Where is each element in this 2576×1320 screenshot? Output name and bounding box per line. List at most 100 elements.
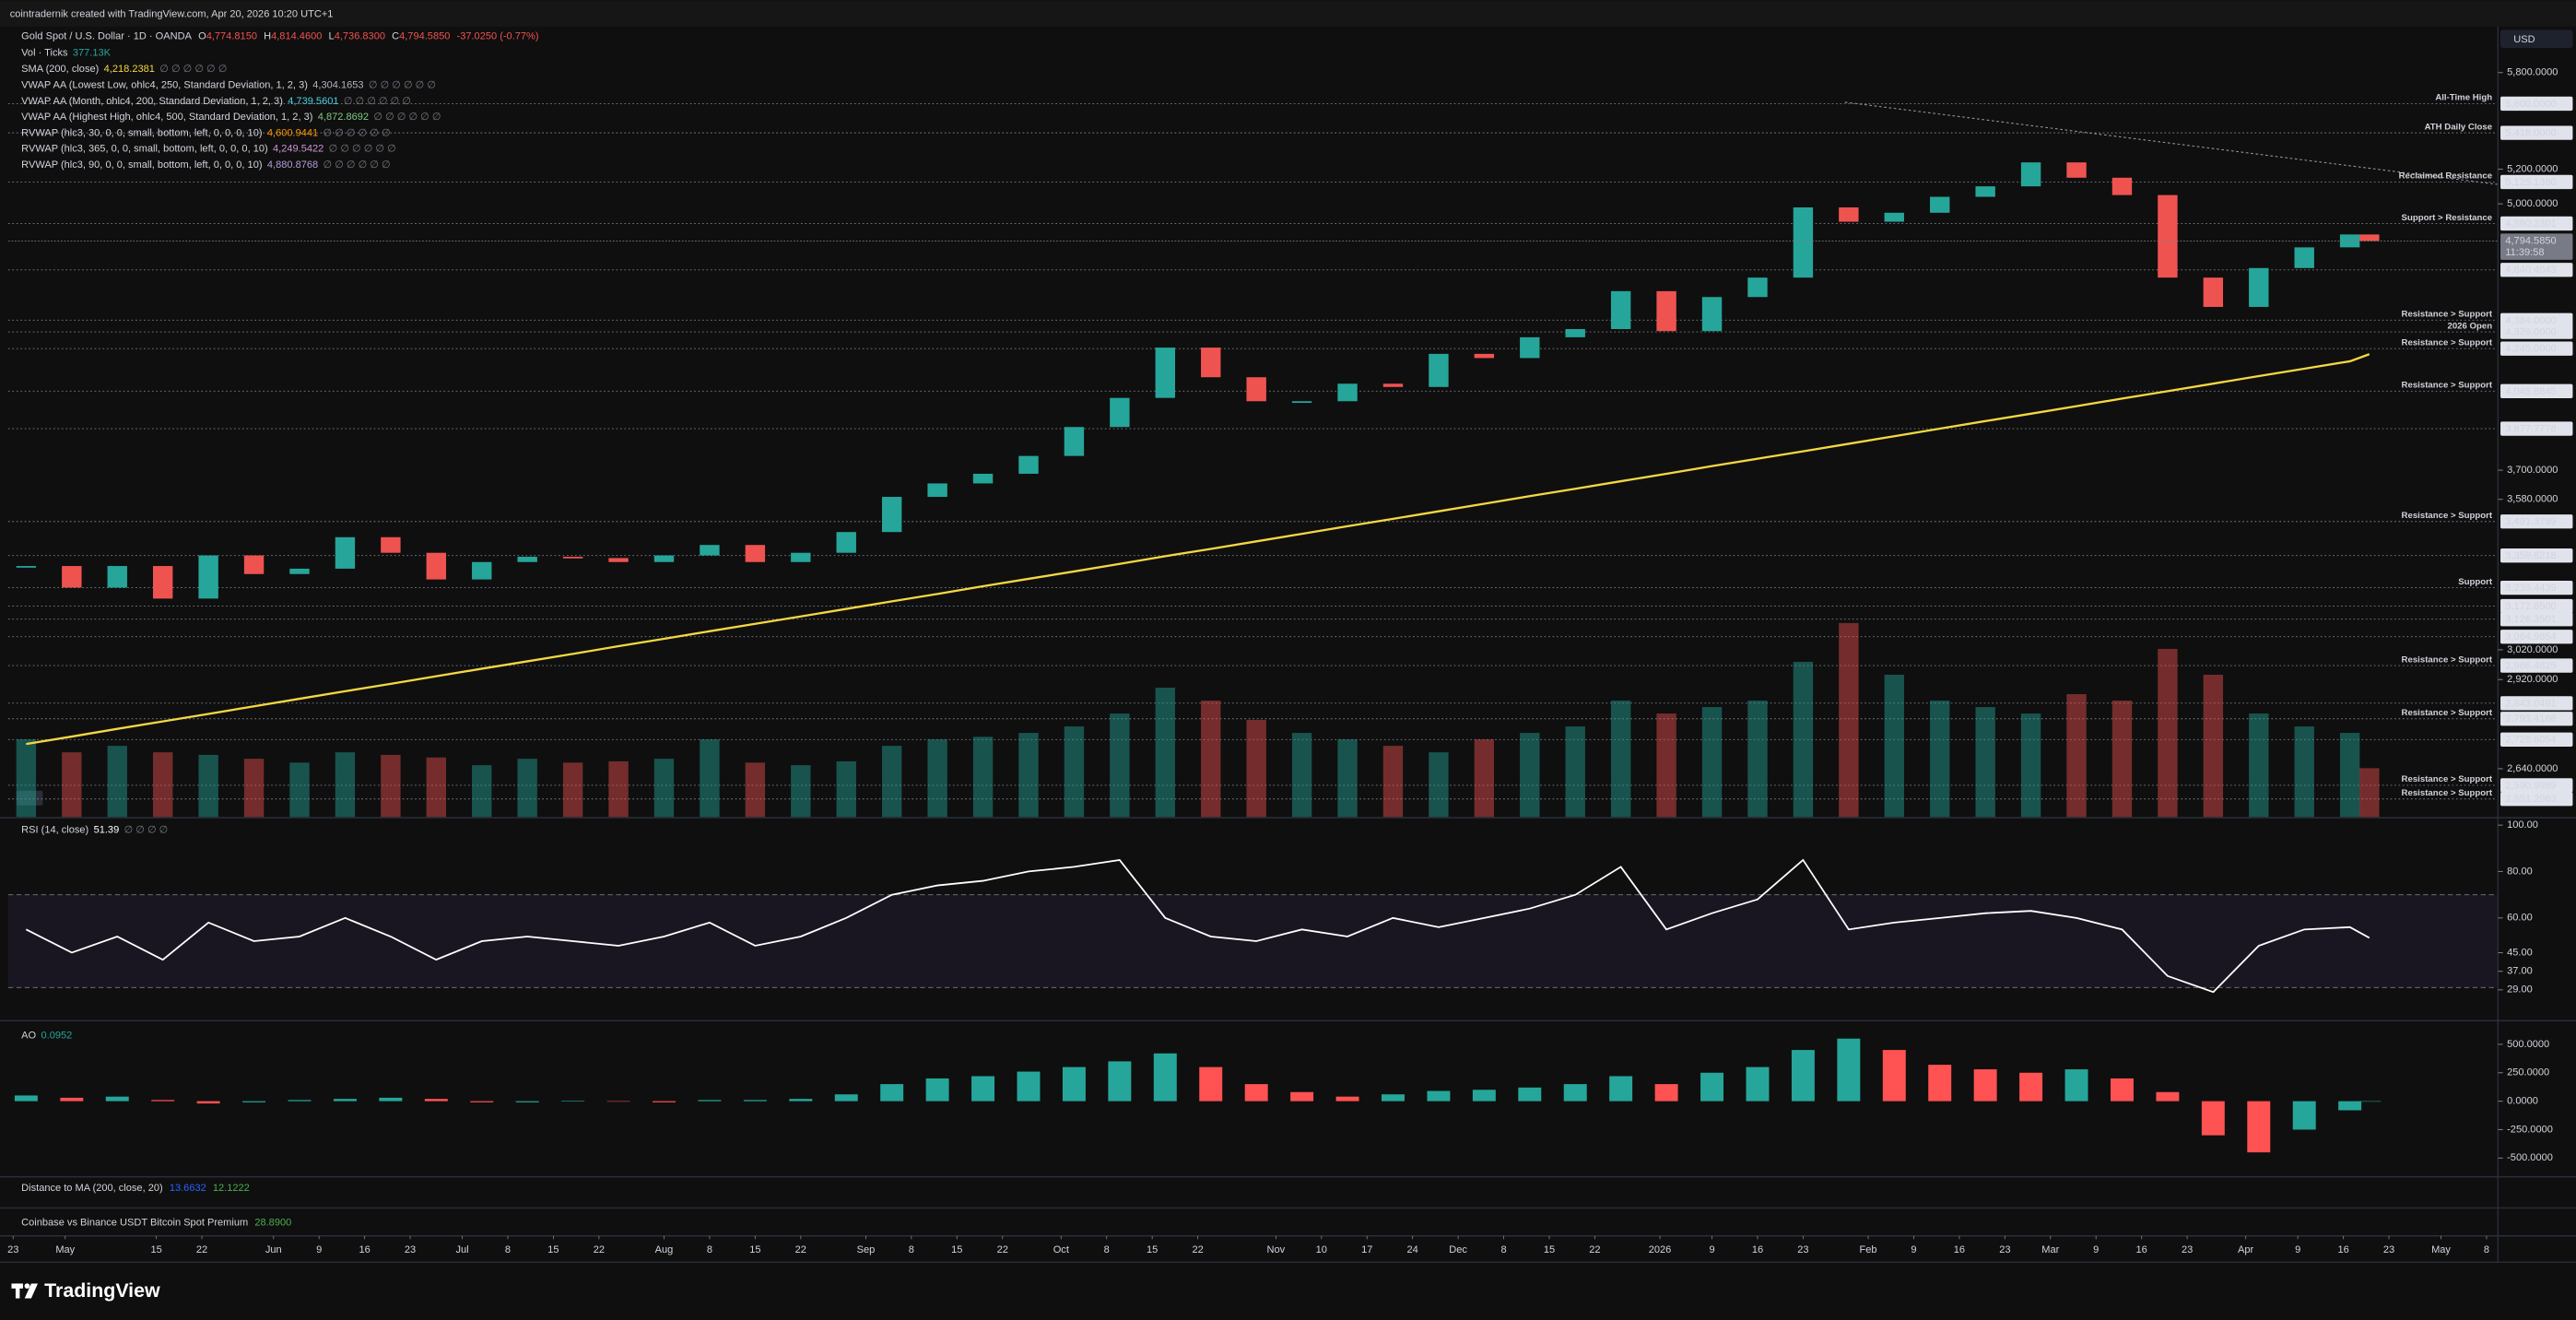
ao-bar: [2064, 1069, 2088, 1102]
level-label-box: [2500, 712, 2573, 726]
level-note: Support > Resistance: [2402, 213, 2493, 223]
level-label: 3,359.6218: [2505, 550, 2556, 561]
volume-bar: [653, 759, 675, 818]
level-label: 4,045.8845: [2505, 386, 2556, 397]
level-label-box: [2500, 216, 2573, 231]
level-label-box: [2500, 778, 2573, 793]
level-label: 4,890.2301: [2505, 218, 2556, 230]
level-label-box: [2500, 96, 2573, 112]
level-label-box: [2500, 324, 2573, 339]
candle: [2020, 162, 2041, 187]
y-tick-label: 500.0000: [2507, 1039, 2549, 1050]
volume-bar: [2249, 713, 2269, 818]
x-tick-label: 22: [1192, 1244, 1203, 1255]
level-label-box: [2500, 696, 2573, 711]
legend-item: VWAP AA (Month, ohlc4, 200, Standard Dev…: [21, 96, 283, 107]
volume-bar: [1110, 713, 1130, 818]
legend-line: VWAP AA (Month, ohlc4, 200, Standard Dev…: [21, 96, 411, 107]
y-tick-label: 100.00: [2507, 819, 2538, 831]
volume-bar: [289, 762, 310, 818]
ao-bar: [1791, 1050, 1815, 1102]
volume-bar: [1520, 733, 1540, 818]
x-tick-label: 22: [795, 1244, 806, 1255]
collapse-button[interactable]: [16, 790, 43, 806]
ao-bar: [1108, 1061, 1132, 1102]
level-label: 5,600.0000: [2505, 99, 2556, 110]
rsi-line: [25, 858, 2370, 994]
candle: [1337, 383, 1358, 402]
legend-value: 28.8900: [254, 1217, 291, 1228]
candle: [881, 497, 902, 533]
y-tick-label: 45.00: [2507, 947, 2533, 958]
ao-bar: [333, 1099, 357, 1102]
ao-bar: [2201, 1101, 2225, 1136]
ao-bar: [151, 1100, 175, 1102]
level-label: 3,491.3799: [2505, 516, 2556, 527]
volume-bar: [881, 746, 902, 818]
candle: [426, 552, 447, 580]
volume-bar: [2020, 713, 2041, 818]
ao-bar: [1335, 1096, 1359, 1102]
legend-item: Gold Spot / U.S. Dollar · 1D · OANDA: [21, 30, 192, 41]
level-label: 4,245.0000: [2505, 344, 2556, 355]
volume-bar: [745, 762, 766, 818]
logo-part: [24, 1283, 38, 1299]
legend-line: VWAP AA (Highest High, ohlc4, 500, Stand…: [21, 112, 441, 123]
volume-bar: [2294, 726, 2314, 818]
legend-key: L: [329, 30, 335, 41]
level-label-box: [2500, 598, 2573, 614]
legend-line: Gold Spot / U.S. Dollar · 1D · OANDA O4,7…: [21, 30, 538, 41]
x-tick-label: 22: [196, 1244, 207, 1255]
legend-value: 4,736.8300: [335, 30, 385, 41]
logo-part: [15, 1283, 20, 1299]
level-label: 2,590.9989: [2505, 780, 2556, 791]
ao-bar: [1382, 1094, 1405, 1102]
candle: [2066, 162, 2087, 178]
volume-bar: [472, 765, 492, 818]
level-label: 4,384.0000: [2505, 315, 2556, 326]
legend-item: 4,739.5601: [288, 96, 338, 107]
candle: [791, 552, 811, 562]
ao-bar: [379, 1097, 403, 1102]
volume-bar: [2339, 733, 2360, 818]
level-label-box: [2500, 514, 2573, 529]
legend-item: 4,249.5422: [273, 144, 323, 155]
ao-bar: [743, 1100, 767, 1102]
level-label: 2,793.4168: [2505, 713, 2556, 725]
volume-bar: [426, 757, 447, 818]
candle: [653, 555, 675, 562]
brand-logo: [11, 1283, 38, 1299]
level-label: 3,877.7778: [2505, 423, 2556, 434]
level-note: Resistance > Support: [2402, 708, 2493, 718]
y-tick-label: -500.0000: [2507, 1152, 2553, 1163]
candle: [836, 532, 856, 553]
ao-bar: [14, 1095, 38, 1102]
ao-bar: [561, 1100, 585, 1102]
volume-bar: [1839, 622, 1859, 818]
candle: [1930, 196, 1950, 213]
volume-bar: [562, 762, 583, 818]
x-tick-label: Dec: [1449, 1244, 1467, 1255]
x-tick-label: 8: [1500, 1244, 1506, 1255]
level-note: Resistance > Support: [2402, 381, 2493, 391]
level-label-box: [2500, 341, 2573, 356]
legend-item: ∅ ∅ ∅ ∅ ∅ ∅: [159, 64, 227, 75]
y-tick-label: 29.00: [2507, 984, 2533, 996]
level-label: 3,064.9854: [2505, 631, 2556, 642]
legend-line: AO 0.0952: [21, 1030, 72, 1041]
x-tick-label: 23: [405, 1244, 416, 1255]
legend-line: RVWAP (hlc3, 365, 0, 0, small, bottom, l…: [21, 144, 396, 155]
legend-line: SMA (200, close) 4,218.2381 ∅ ∅ ∅ ∅ ∅ ∅: [21, 64, 227, 75]
candle: [2111, 177, 2133, 195]
candle: [1793, 207, 1814, 278]
candle: [1429, 353, 1449, 387]
legend-item: 51.39: [94, 824, 120, 835]
y-tick-label: 3,700.0000: [2507, 465, 2558, 476]
candle: [2294, 247, 2314, 268]
currency-box[interactable]: [2500, 29, 2573, 49]
x-tick-label: 15: [547, 1244, 559, 1255]
legend-item: 4,600.9441: [267, 127, 318, 138]
x-tick-label: Jul: [456, 1244, 469, 1255]
volume-bar: [2359, 768, 2380, 818]
volume-bar: [16, 739, 37, 818]
